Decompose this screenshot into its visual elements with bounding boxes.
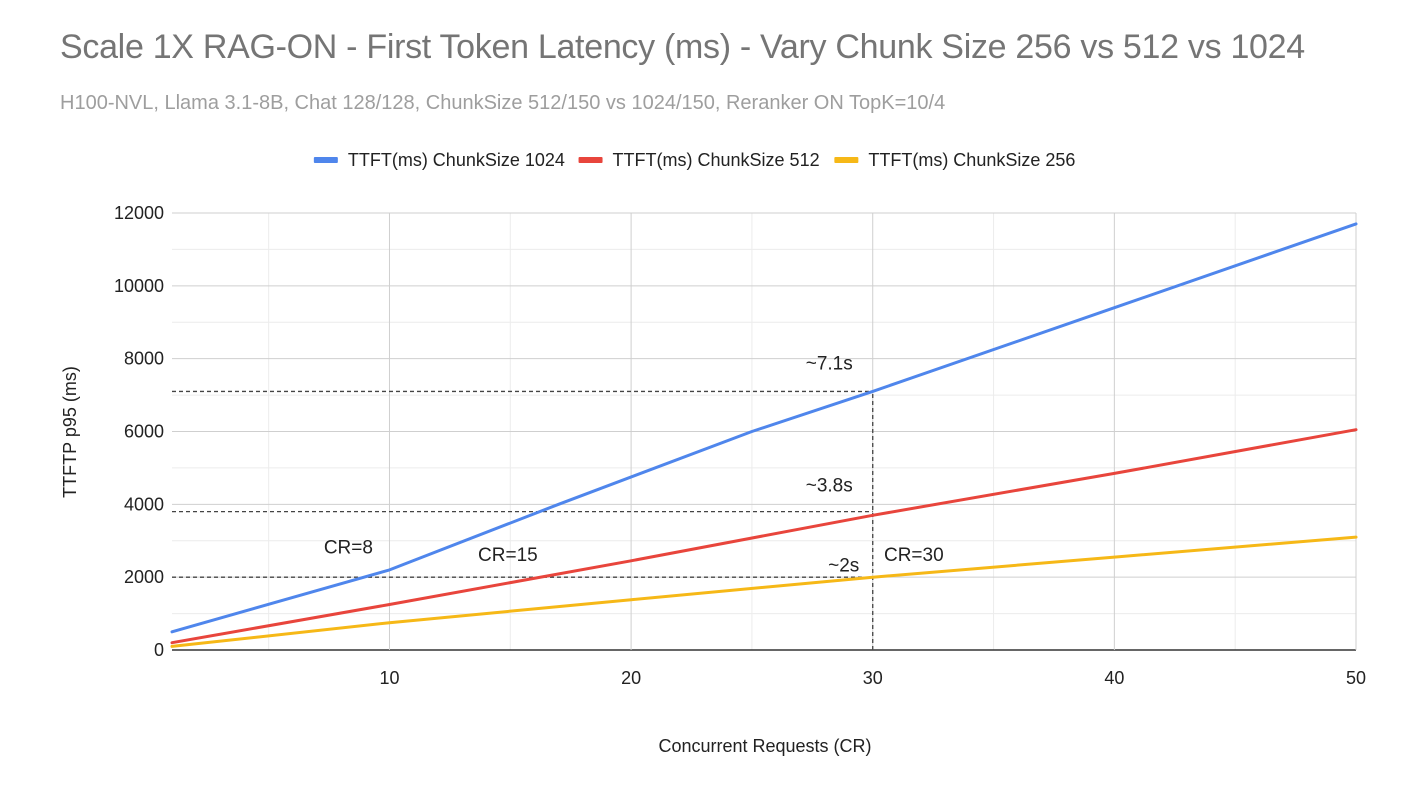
y-tick-label: 0 xyxy=(154,640,164,660)
chart-subtitle: H100-NVL, Llama 3.1-8B, Chat 128/128, Ch… xyxy=(60,92,946,114)
annotation-label: ~2s xyxy=(828,556,859,577)
series-lines xyxy=(170,222,1358,648)
series-line-2 xyxy=(170,428,1358,645)
y-tick-label: 4000 xyxy=(124,494,164,514)
legend-label-2: TTFT(ms) ChunkSize 512 xyxy=(613,150,820,170)
annotation-label: CR=15 xyxy=(478,545,538,566)
x-tick-label: 40 xyxy=(1104,668,1124,688)
annotation-label: CR=30 xyxy=(884,545,944,566)
annotation-label: ~3.8s xyxy=(806,476,853,497)
annotations: ~7.1s ~3.8s ~2s CR=30 CR=8 CR=15 xyxy=(324,354,944,577)
series-line-1 xyxy=(170,222,1358,634)
y-tick-label: 8000 xyxy=(124,349,164,369)
y-axis-title: TTFTP p95 (ms) xyxy=(60,366,80,498)
series-line-3 xyxy=(170,535,1358,648)
y-axis-ticks: 0 2000 4000 6000 8000 10000 12000 xyxy=(114,203,164,660)
x-tick-label: 20 xyxy=(621,668,641,688)
annotation-label: ~7.1s xyxy=(806,354,853,375)
x-axis-ticks: 10 20 30 40 50 xyxy=(379,668,1366,688)
legend-swatch-3 xyxy=(834,157,859,163)
chart-title: Scale 1X RAG-ON - First Token Latency (m… xyxy=(60,28,1305,66)
y-tick-label: 10000 xyxy=(114,276,164,296)
legend-label-1: TTFT(ms) ChunkSize 1024 xyxy=(348,150,565,170)
y-tick-label: 6000 xyxy=(124,422,164,442)
legend-swatch-2 xyxy=(578,157,603,163)
y-tick-label: 2000 xyxy=(124,567,164,587)
legend-swatch-1 xyxy=(313,157,338,163)
legend: TTFT(ms) ChunkSize 1024 TTFT(ms) ChunkSiz… xyxy=(313,150,1075,170)
x-tick-label: 10 xyxy=(379,668,399,688)
reference-lines xyxy=(172,390,874,650)
annotation-label: CR=8 xyxy=(324,537,373,558)
x-axis-title: Concurrent Requests (CR) xyxy=(658,736,871,756)
y-tick-label: 12000 xyxy=(114,203,164,223)
legend-label-3: TTFT(ms) ChunkSize 256 xyxy=(868,150,1075,170)
x-tick-label: 30 xyxy=(863,668,883,688)
x-tick-label: 50 xyxy=(1346,668,1366,688)
major-gridlines xyxy=(172,212,1357,651)
